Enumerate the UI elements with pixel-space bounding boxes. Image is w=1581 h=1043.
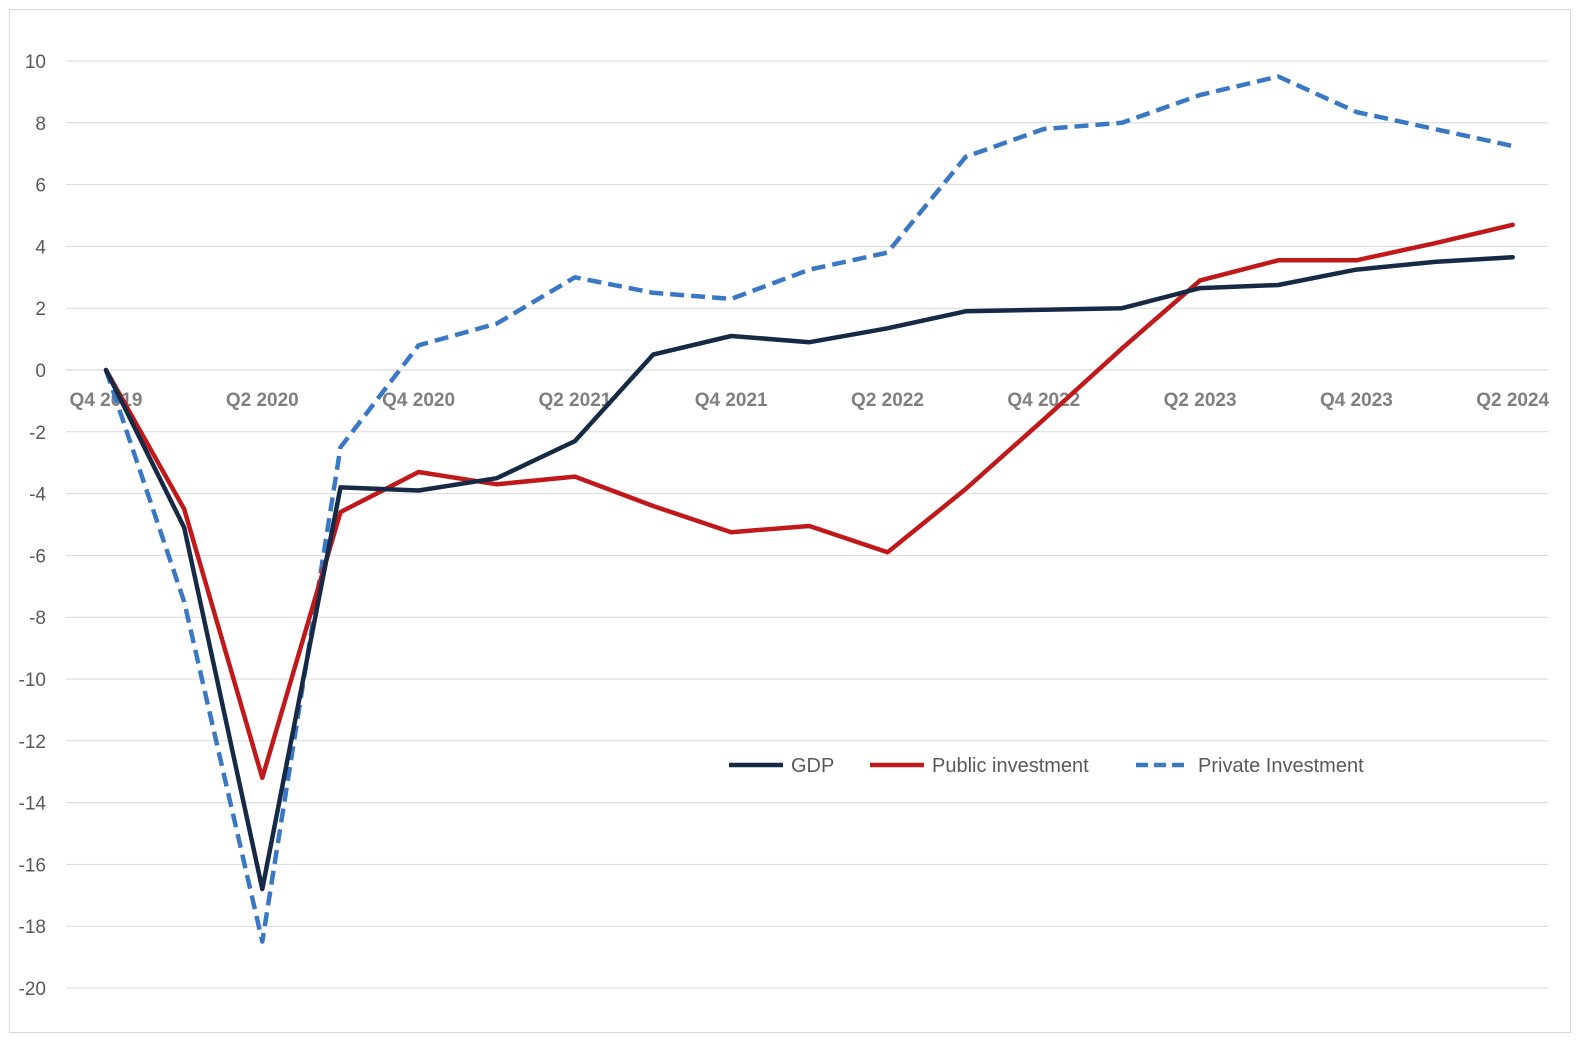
series-line-private-investment xyxy=(103,74,1514,944)
x-tick-label: Q2 2021 xyxy=(538,390,611,411)
series-lines xyxy=(103,74,1515,944)
series-line-gdp xyxy=(103,254,1515,892)
y-tick-label: 2 xyxy=(35,299,46,320)
x-tick-label: Q2 2023 xyxy=(1164,390,1237,411)
x-tick-label: Q4 2023 xyxy=(1320,390,1393,411)
y-tick-label: -12 xyxy=(19,732,46,753)
y-tick-label: 10 xyxy=(25,52,46,73)
y-tick-label: -4 xyxy=(29,485,46,506)
x-tick-label: Q4 2022 xyxy=(1007,390,1080,411)
y-tick-label: -2 xyxy=(29,423,46,444)
y-tick-label: -8 xyxy=(29,608,46,629)
x-tick-label: Q4 2019 xyxy=(70,390,143,411)
x-axis: Q4 2019 Q2 2020 Q4 2020 Q2 2021 Q4 2021 Q2 20… xyxy=(70,390,1550,411)
y-tick-label: -14 xyxy=(19,794,47,815)
x-tick-label: Q4 2020 xyxy=(382,390,455,411)
legend-label: GDP xyxy=(791,755,834,777)
y-tick-label: 8 xyxy=(35,114,46,135)
x-tick-label: Q2 2022 xyxy=(851,390,924,411)
y-tick-label: -18 xyxy=(19,917,46,938)
legend: GDP Public investment Private Investment xyxy=(729,755,1364,777)
y-tick-label: -6 xyxy=(29,546,46,567)
x-tick-label: Q2 2024 xyxy=(1476,390,1549,411)
y-tick-label: 6 xyxy=(35,176,46,197)
x-tick-label: Q2 2020 xyxy=(226,390,299,411)
y-tick-label: -20 xyxy=(19,979,46,1000)
legend-label: Private Investment xyxy=(1198,755,1364,777)
series-line-public-investment xyxy=(103,222,1515,781)
x-tick-label: Q4 2021 xyxy=(695,390,768,411)
y-axis: 10 8 6 4 2 0 -2 -4 -6 -8 -10 -12 -14 -16 -18 -20 xyxy=(19,52,47,1000)
legend-label: Public investment xyxy=(932,755,1089,777)
y-tick-label: -16 xyxy=(19,855,46,876)
y-tick-label: -10 xyxy=(19,670,46,691)
y-tick-label: 0 xyxy=(35,361,46,382)
y-tick-label: 4 xyxy=(35,237,46,258)
